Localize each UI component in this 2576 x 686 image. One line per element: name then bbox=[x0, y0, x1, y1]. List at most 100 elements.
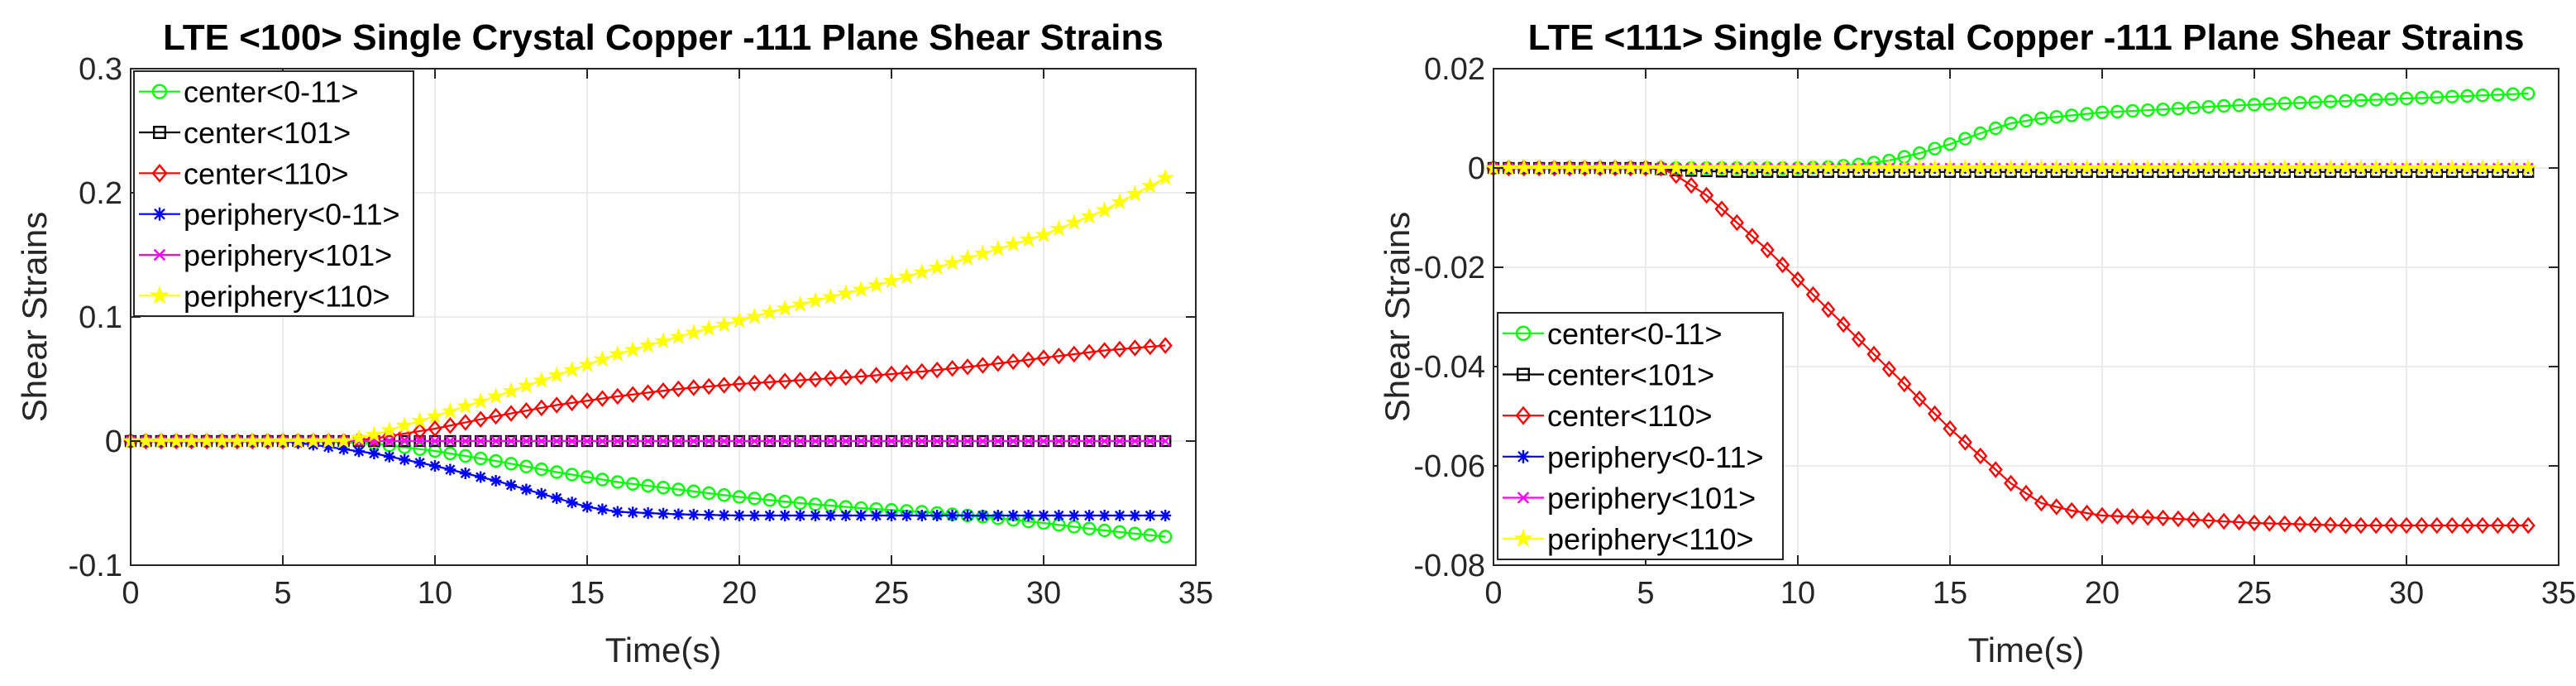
data-point bbox=[916, 435, 928, 447]
data-point bbox=[1821, 300, 1836, 319]
data-point bbox=[1729, 213, 1744, 232]
data-point bbox=[958, 249, 977, 266]
data-point bbox=[867, 276, 886, 293]
data-point bbox=[350, 429, 368, 446]
data-point bbox=[610, 387, 625, 405]
data-point bbox=[794, 510, 806, 521]
data-point bbox=[715, 315, 734, 333]
data-point bbox=[824, 510, 837, 521]
data-point bbox=[2506, 516, 2521, 535]
data-point bbox=[1020, 230, 1038, 247]
legend-label: center<0-11> bbox=[184, 75, 358, 109]
data-point bbox=[2488, 158, 2507, 175]
data-point bbox=[762, 493, 777, 507]
data-point bbox=[1158, 337, 1173, 354]
data-point bbox=[747, 374, 762, 392]
data-point bbox=[2216, 98, 2231, 113]
data-point bbox=[1097, 523, 1111, 538]
data-point bbox=[505, 435, 517, 447]
y-tick-label: 0 bbox=[105, 425, 122, 459]
data-point bbox=[806, 291, 824, 309]
data-point bbox=[960, 358, 975, 376]
data-point bbox=[992, 435, 1004, 447]
data-point bbox=[1065, 213, 1083, 230]
data-point bbox=[534, 399, 549, 417]
data-point bbox=[1038, 510, 1049, 521]
data-point bbox=[1068, 510, 1080, 521]
data-point bbox=[2216, 512, 2231, 530]
data-point bbox=[2521, 86, 2535, 101]
data-point bbox=[368, 448, 380, 459]
data-point bbox=[459, 468, 471, 479]
data-point bbox=[595, 473, 609, 487]
legend-item: periphery<110> bbox=[139, 279, 390, 313]
data-point bbox=[732, 375, 747, 393]
data-point bbox=[1036, 349, 1051, 367]
data-point bbox=[444, 435, 456, 447]
data-point bbox=[2064, 108, 2079, 122]
data-point bbox=[213, 431, 231, 449]
data-point bbox=[1988, 461, 2003, 478]
data-point bbox=[992, 510, 1004, 521]
data-point bbox=[1865, 158, 1883, 175]
x-tick-label: 5 bbox=[1637, 576, 1654, 611]
data-point bbox=[1758, 158, 1776, 175]
legend-item: center<0-11> bbox=[139, 75, 358, 109]
data-point bbox=[153, 207, 166, 221]
legend: center<0-11> center<101> center<110> periph… bbox=[133, 70, 414, 317]
data-point bbox=[2443, 158, 2461, 175]
data-point bbox=[566, 435, 578, 447]
data-point bbox=[975, 357, 990, 374]
data-point bbox=[535, 487, 547, 500]
data-point bbox=[2459, 158, 2477, 175]
data-point bbox=[533, 371, 551, 388]
data-point bbox=[1127, 339, 1142, 357]
data-point bbox=[550, 465, 564, 479]
data-point bbox=[702, 486, 716, 501]
data-point bbox=[365, 425, 383, 443]
data-point bbox=[609, 344, 627, 362]
data-point bbox=[718, 509, 730, 521]
y-tick-label: 0.3 bbox=[79, 52, 122, 87]
data-point bbox=[1035, 225, 1053, 242]
data-point bbox=[701, 377, 716, 396]
data-point bbox=[1141, 176, 1159, 194]
data-point bbox=[2062, 158, 2081, 175]
data-point bbox=[337, 443, 350, 455]
x-tick-label: 10 bbox=[1780, 576, 1815, 611]
data-point bbox=[153, 248, 166, 261]
data-point bbox=[793, 496, 807, 511]
data-point bbox=[1067, 345, 1082, 363]
data-point bbox=[656, 481, 671, 495]
data-point bbox=[901, 510, 913, 521]
data-point bbox=[734, 510, 745, 521]
data-point bbox=[870, 510, 882, 521]
data-point bbox=[384, 435, 395, 447]
legend-label: periphery<101> bbox=[1547, 482, 1756, 516]
axes-box bbox=[1493, 68, 2559, 566]
data-point bbox=[1129, 435, 1140, 447]
data-point bbox=[930, 361, 944, 379]
data-point bbox=[1007, 435, 1019, 447]
data-point bbox=[2428, 158, 2446, 175]
data-point bbox=[973, 244, 992, 261]
x-tick-label: 10 bbox=[418, 576, 452, 611]
data-point bbox=[2262, 515, 2277, 532]
data-point bbox=[1004, 235, 1022, 252]
data-point bbox=[565, 468, 579, 482]
data-point bbox=[2034, 111, 2048, 126]
data-point bbox=[654, 332, 672, 349]
legend-item: center<110> bbox=[139, 156, 349, 190]
data-point bbox=[1143, 338, 1158, 356]
data-point bbox=[413, 442, 427, 456]
data-point bbox=[2064, 501, 2079, 520]
data-point bbox=[2506, 87, 2521, 101]
data-point bbox=[1099, 435, 1111, 447]
data-point bbox=[307, 439, 319, 451]
data-point bbox=[2125, 103, 2140, 118]
data-point bbox=[150, 285, 170, 305]
data-point bbox=[519, 401, 533, 420]
data-point bbox=[1943, 137, 1957, 151]
data-point bbox=[429, 435, 441, 447]
data-point bbox=[474, 451, 488, 466]
